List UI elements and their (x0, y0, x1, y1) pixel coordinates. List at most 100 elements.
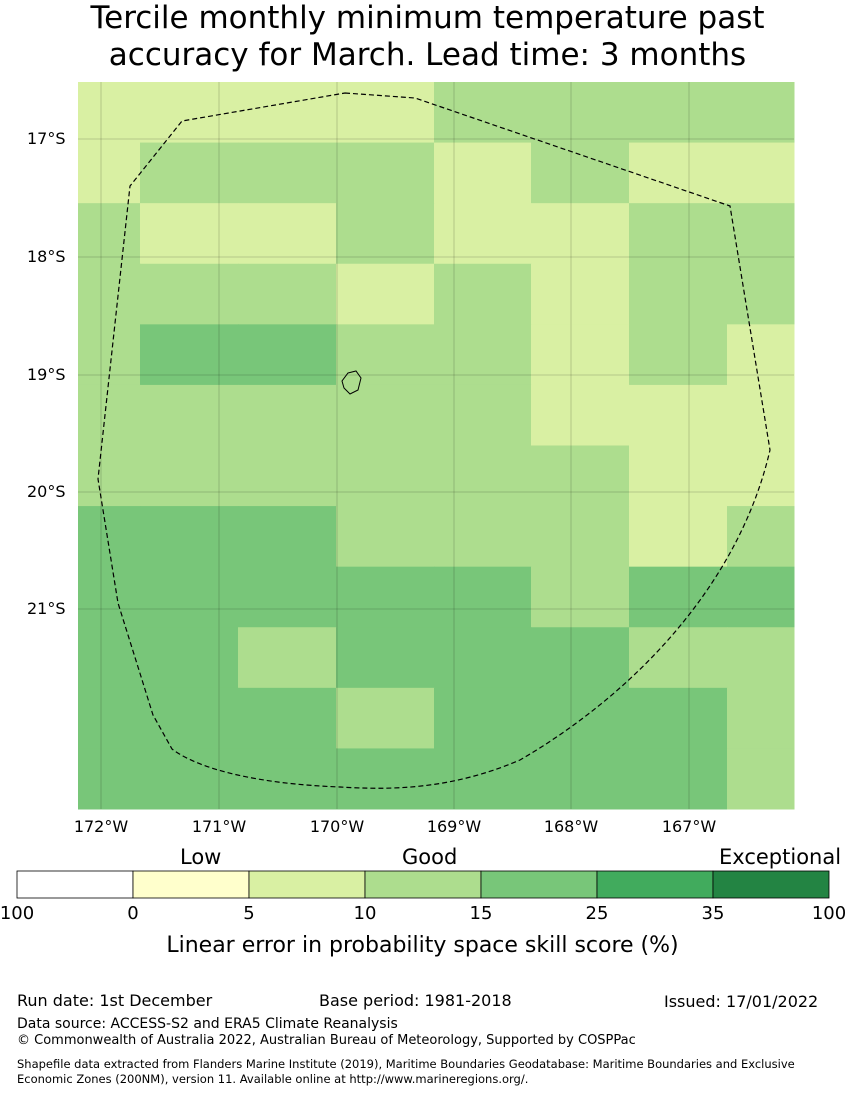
grid-cell (727, 566, 795, 628)
data-source: Data source: ACCESS-S2 and ERA5 Climate … (17, 1016, 398, 1032)
grid-cell (727, 627, 795, 689)
lon-label-167w: 167°W (661, 817, 717, 836)
grid-cell (727, 82, 795, 144)
grid-cell (434, 324, 532, 386)
grid-cell (78, 506, 141, 568)
colorbar-tick: 100 (0, 903, 35, 924)
grid-cell (78, 748, 141, 810)
grid-cell (140, 82, 239, 144)
grid-cell (434, 142, 532, 204)
category-good: Good (402, 845, 458, 869)
grid-cell (238, 263, 337, 325)
grid-cell (336, 82, 435, 144)
niue-island (341, 370, 362, 395)
grid-cell (78, 142, 141, 204)
grid-cell (629, 566, 728, 628)
grid-cell (629, 748, 728, 810)
grid-cell (531, 384, 630, 446)
lon-label-169w: 169°W (426, 817, 482, 836)
grid-cell (140, 506, 239, 568)
grid-cell (140, 566, 239, 628)
colorbar-tick: 0 (127, 903, 139, 924)
grid-cell (140, 324, 239, 386)
grid-cell (238, 627, 337, 689)
grid-cell (531, 82, 630, 144)
grid-cell (336, 627, 435, 689)
colorbar-tick: 10 (353, 903, 377, 924)
colorbar-tick: 35 (701, 903, 725, 924)
grid-cell (336, 506, 435, 568)
category-low: Low (180, 845, 222, 869)
grid-cell (629, 203, 728, 265)
grid-cell (727, 506, 795, 568)
grid-cell (238, 445, 337, 507)
category-exceptional: Exceptional (719, 845, 842, 869)
grid-cell (336, 263, 435, 325)
grid-cell (629, 687, 728, 749)
grid-cell (336, 445, 435, 507)
grid-cell (78, 384, 141, 446)
title-line-2: accuracy for March. Lead time: 3 months (108, 37, 747, 73)
colorbar-segment (16, 870, 134, 899)
run-date: Run date: 1st December (17, 991, 213, 1010)
colorbar-tick: 5 (243, 903, 255, 924)
grid-cell (140, 445, 239, 507)
grid-cell (434, 506, 532, 568)
grid-cell (531, 263, 630, 325)
grid-cell (434, 627, 532, 689)
base-period: Base period: 1981-2018 (319, 991, 512, 1010)
colorbar-tick: 15 (469, 903, 493, 924)
grid-cell (531, 687, 630, 749)
grid-cell (336, 384, 435, 446)
copyright: © Commonwealth of Australia 2022, Austra… (17, 1033, 636, 1048)
grid-cell (78, 687, 141, 749)
colorbar-label: Linear error in probability space skill … (166, 933, 679, 958)
colorbar-segment (596, 870, 714, 899)
grid-cell (629, 627, 728, 689)
grid-cell (238, 687, 337, 749)
issued-date: Issued: 17/01/2022 (664, 992, 819, 1011)
lon-label-168w: 168°W (543, 817, 599, 836)
grid-cell (531, 142, 630, 204)
colorbar-segment (364, 870, 482, 899)
grid-cell (238, 203, 337, 265)
grid-cell (336, 687, 435, 749)
grid-cell (727, 142, 795, 204)
grid-cell (434, 445, 532, 507)
grid-cell (336, 324, 435, 386)
grid-cell (434, 687, 532, 749)
grid-cell (238, 748, 337, 810)
grid-cell (238, 324, 337, 386)
grid-cell (78, 445, 141, 507)
colorbar-segment (248, 870, 366, 899)
grid-cell (531, 748, 630, 810)
chart-title: Tercile monthly minimum temperature past… (0, 0, 855, 74)
graticule (78, 82, 794, 809)
grid-cell (238, 82, 337, 144)
grid-cell (531, 627, 630, 689)
lon-label-171w: 171°W (191, 817, 247, 836)
grid-cell (434, 263, 532, 325)
grid-cell (78, 627, 141, 689)
skill-grid (78, 82, 795, 810)
grid-cell (629, 142, 728, 204)
grid-cell (727, 445, 795, 507)
grid-cell (629, 82, 728, 144)
grid-cell (140, 203, 239, 265)
grid-cell (434, 384, 532, 446)
lon-label-170w: 170°W (309, 817, 365, 836)
grid-cell (531, 445, 630, 507)
grid-cell (238, 506, 337, 568)
lat-label-18s: 18°S (27, 247, 66, 266)
lat-label-21s: 21°S (27, 599, 66, 618)
lat-label-17s: 17°S (27, 129, 66, 148)
grid-cell (238, 384, 337, 446)
grid-cell (336, 203, 435, 265)
grid-cell (78, 82, 141, 144)
grid-cell (629, 445, 728, 507)
grid-cell (140, 748, 239, 810)
grid-cell (629, 324, 728, 386)
grid-cell (140, 384, 239, 446)
colorbar-segment (712, 870, 830, 899)
grid-cell (434, 203, 532, 265)
